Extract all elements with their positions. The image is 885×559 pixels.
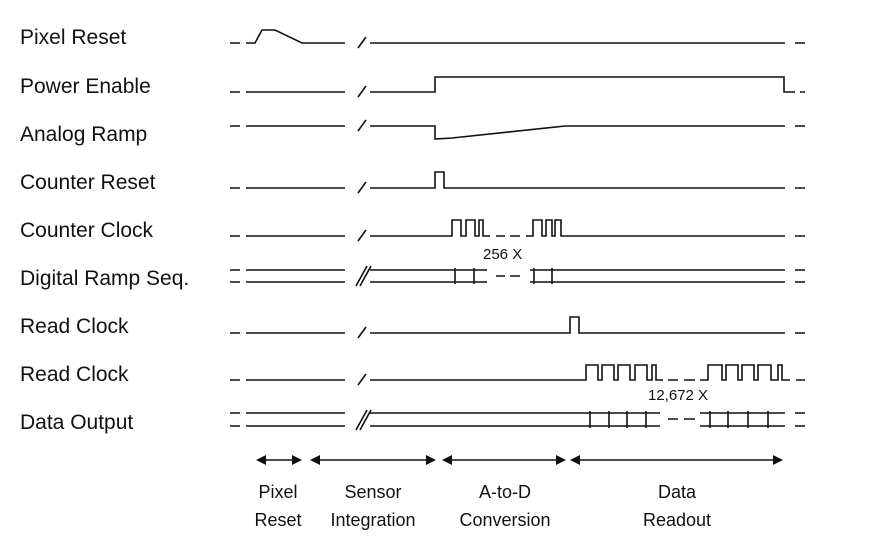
waveform-read-clock-1 [230,316,805,339]
signal-label-power-enable: Power Enable [20,75,151,98]
signal-label-read-clock-2: Read Clock [20,363,129,386]
waveform-power-enable [230,76,805,98]
signal-label-counter-clock: Counter Clock [20,219,154,242]
phase-data-readout-line1: Data [658,482,697,502]
signal-label-counter-reset: Counter Reset [20,171,156,194]
phase-sensor-integration-line2: Integration [330,510,415,530]
phase-a-to-d-line1: A-to-D [479,482,531,502]
signal-labels: Pixel Reset Power Enable Analog Ramp Cou… [20,26,189,434]
waveform-counter-reset [230,171,805,194]
phase-data-readout-line2: Readout [643,510,711,530]
counter-repeat-note: 256 X [483,246,522,263]
phase-sensor-integration-line1: Sensor [344,482,401,502]
signal-label-digital-ramp-seq: Digital Ramp Seq. [20,267,189,290]
read-repeat-note: 12,672 X [648,387,708,404]
waveform-read-clock-2 [230,364,805,386]
waveform-counter-clock [230,219,805,242]
waveform-analog-ramp [230,119,805,140]
signal-label-read-clock-1: Read Clock [20,315,129,338]
phase-labels: Pixel Reset Sensor Integration A-to-D Co… [254,482,711,530]
phase-a-to-d-line2: Conversion [459,510,550,530]
waveform-pixel-reset [230,29,805,49]
signal-label-pixel-reset: Pixel Reset [20,26,126,49]
waveform-data-output [230,409,805,431]
phase-arrows [256,455,783,465]
signal-label-data-output: Data Output [20,411,133,434]
signal-label-analog-ramp: Analog Ramp [20,123,147,146]
phase-pixel-reset-line2: Reset [254,510,301,530]
phase-pixel-reset-line1: Pixel [258,482,297,502]
waveform-digital-ramp-seq [230,265,805,287]
